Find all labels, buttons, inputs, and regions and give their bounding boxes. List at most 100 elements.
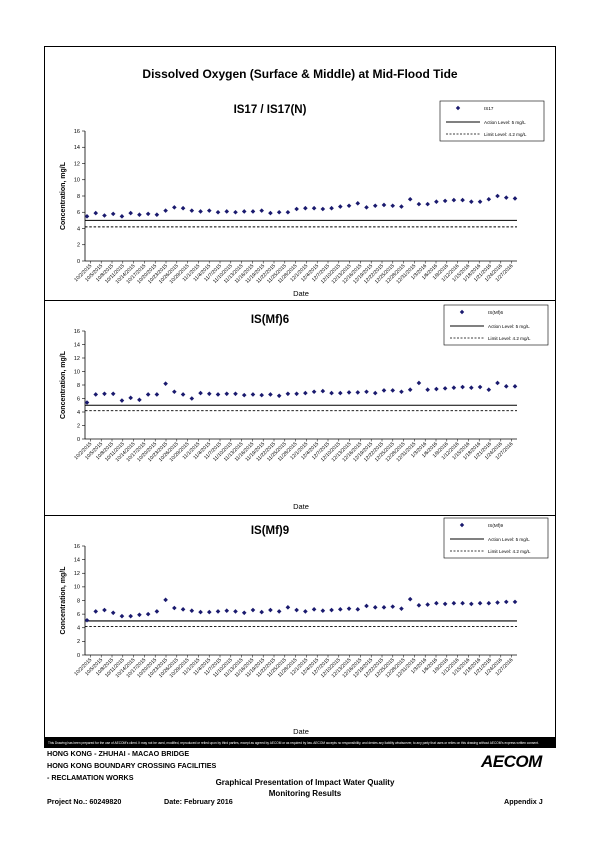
data-point: [276, 609, 282, 614]
y-tick-label: 2: [77, 423, 80, 429]
data-point: [364, 603, 369, 609]
chart-legend: IS(Mf)6 Action Level: 5 mg/L Limit Level: …: [443, 304, 549, 346]
data-point: [425, 201, 430, 207]
legend-series-marker: [455, 105, 461, 111]
data-point: [241, 610, 247, 616]
data-point: [434, 386, 439, 392]
data-point: [154, 392, 160, 397]
data-point: [250, 607, 256, 613]
data-point: [137, 612, 142, 618]
data-point: [84, 214, 90, 219]
data-point: [451, 385, 457, 390]
data-point: [407, 196, 413, 202]
y-tick-label: 12: [74, 571, 80, 577]
data-point: [434, 199, 439, 204]
data-point: [268, 392, 273, 397]
data-point: [285, 605, 291, 610]
chart-title: IS(Mf)6: [251, 314, 289, 326]
data-point: [355, 607, 361, 612]
data-point: [198, 209, 203, 214]
data-point: [119, 398, 125, 403]
data-point: [172, 389, 177, 395]
data-point: [372, 203, 378, 209]
data-point: [128, 395, 133, 401]
y-axis-label: Concentration, mg/L: [60, 161, 67, 230]
legend-action-label: Action Level: 5 mg/L: [484, 120, 526, 125]
data-point: [189, 608, 195, 614]
data-point: [110, 211, 116, 217]
data-point: [346, 606, 352, 611]
y-tick-label: 2: [77, 639, 80, 645]
data-point: [102, 213, 107, 218]
data-point: [320, 206, 326, 212]
legend-limit-label: Limit Level: 4.2 mg/L: [484, 132, 527, 137]
data-point: [407, 596, 413, 602]
x-axis-label: Date: [293, 502, 309, 511]
drawing-frame: Dissolved Oxygen (Surface & Middle) at M…: [44, 46, 556, 738]
y-tick-label: 8: [77, 194, 80, 200]
data-point: [495, 600, 500, 605]
data-point: [294, 206, 299, 212]
data-point: [93, 210, 99, 216]
data-point: [163, 208, 168, 213]
data-point: [486, 196, 492, 202]
data-point: [172, 205, 177, 210]
data-point: [259, 208, 264, 213]
footer-title-line2: Monitoring Results: [268, 789, 342, 798]
legend-series-label: IS17: [484, 106, 494, 111]
project-name-line1: HONG KONG - ZHUHAI - MACAO BRIDGE: [47, 749, 190, 758]
y-tick-label: 4: [77, 410, 80, 416]
legend-series-label: IS(Mf)6: [488, 310, 504, 315]
data-point: [372, 390, 378, 396]
page-title: Dissolved Oxygen (Surface & Middle) at M…: [142, 67, 458, 81]
data-point: [224, 391, 230, 397]
data-point: [451, 600, 457, 606]
y-tick-label: 16: [74, 329, 80, 335]
y-tick-label: 12: [74, 161, 80, 167]
chart-svg: IS17 / IS17(N) IS17 Action Level: 5 mg/L Li…: [60, 100, 545, 298]
y-tick-label: 4: [77, 626, 80, 632]
y-tick-label: 12: [74, 356, 80, 362]
chart-svg: IS(Mf)9 IS(Mf)9 Action Level: 5 mg/L Limit …: [60, 517, 549, 736]
data-point: [250, 392, 256, 397]
data-point: [460, 600, 465, 606]
data-point: [154, 609, 160, 614]
data-point: [346, 203, 352, 209]
data-point: [128, 210, 133, 216]
y-tick-label: 0: [77, 437, 80, 443]
data-point: [198, 390, 203, 396]
data-point: [102, 391, 107, 397]
data-point: [381, 605, 387, 610]
data-point: [206, 208, 212, 213]
chart-legend: IS17 Action Level: 5 mg/L Limit Level: 4.2…: [439, 100, 545, 142]
data-point: [311, 607, 317, 612]
panel-divider: [45, 300, 555, 301]
data-point: [381, 388, 387, 393]
data-point: [215, 609, 221, 614]
appendix-label: Appendix J: [504, 797, 543, 806]
chart-title: IS17 / IS17(N): [234, 104, 307, 116]
data-point: [355, 390, 361, 395]
y-tick-label: 6: [77, 210, 80, 216]
y-axis-label: Concentration, mg/L: [60, 350, 67, 419]
data-point: [503, 384, 509, 389]
data-point: [399, 389, 404, 395]
data-point: [285, 391, 291, 397]
data-point: [503, 599, 509, 605]
y-tick-label: 2: [77, 243, 80, 249]
legend-limit-label: Limit Level: 4.2 mg/L: [488, 336, 531, 341]
data-point: [84, 617, 90, 623]
data-point: [189, 396, 195, 401]
data-point: [145, 211, 151, 217]
data-point: [110, 610, 116, 616]
data-point: [451, 197, 457, 203]
chart-legend: IS(Mf)9 Action Level: 5 mg/L Limit Level: …: [443, 517, 549, 559]
data-point: [294, 391, 299, 397]
data-point: [390, 203, 396, 209]
data-point: [399, 204, 404, 209]
data-point: [329, 205, 334, 211]
data-point: [102, 607, 107, 613]
legend-series-marker: [459, 522, 465, 528]
data-point: [469, 601, 474, 607]
data-point: [372, 605, 378, 610]
